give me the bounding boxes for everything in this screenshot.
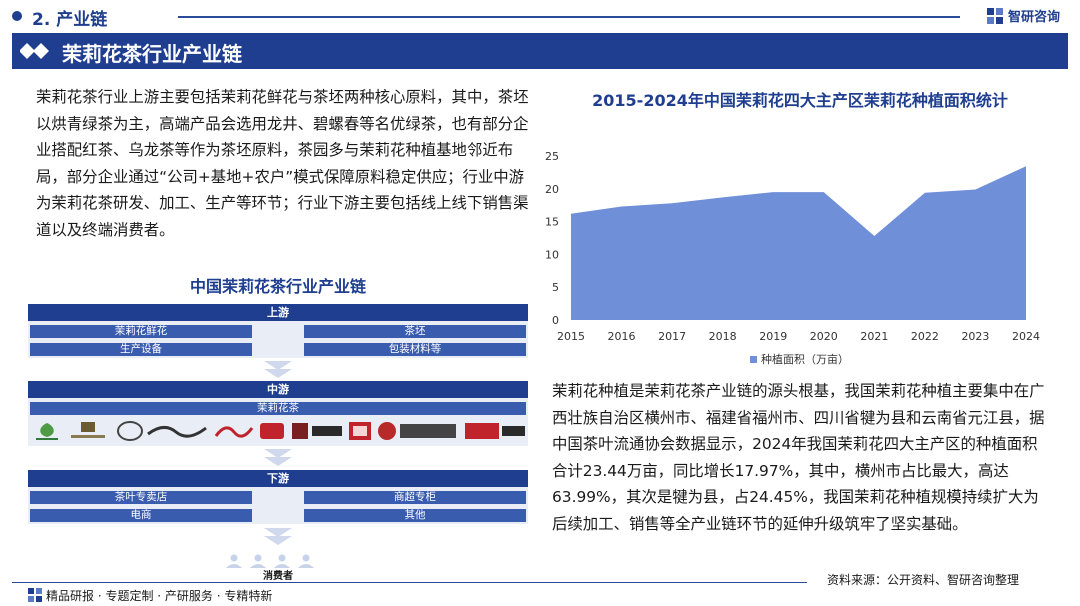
area-chart: 0 5 10 15 20 25 2015 2016 2017 2018 2019 2020 2021 20… xyxy=(545,150,1040,366)
upstream-item: 茶坯 xyxy=(304,325,526,338)
y-tick-label: 15 xyxy=(545,216,559,229)
footer-tagline: 精品研报 · 专题定制 · 产研服务 · 专精特新 xyxy=(46,589,273,603)
x-tick-label: 2015 xyxy=(557,330,585,343)
red-seal-logo-icon xyxy=(349,422,371,440)
brand-logo-icon xyxy=(987,7,1003,24)
brand-name: 智研咨询 xyxy=(1008,10,1061,25)
qingxi-logo-icon xyxy=(465,423,525,439)
source-note: 资料来源：公开资料、智研咨询整理 xyxy=(827,573,1020,587)
x-tick-label: 2023 xyxy=(961,330,989,343)
zhangyiyuan-logo-icon xyxy=(117,421,207,441)
section-label: 2. 产业链 xyxy=(32,10,108,30)
midstream-header: 中游 xyxy=(28,381,528,398)
detail-paragraph: 茉莉花种植是茉莉花茶产业链的源头根基，我国茉莉花种植主要集中在广西壮族自治区横州… xyxy=(552,382,1045,533)
top-header: 2. 产业链 智研咨询 xyxy=(0,0,1080,32)
company-logo xyxy=(114,420,210,442)
footer-divider xyxy=(12,582,807,583)
x-tick-label: 2018 xyxy=(709,330,737,343)
downstream-item: 电商 xyxy=(30,509,252,522)
downstream-item: 商超专柜 xyxy=(304,491,526,504)
flow-arrow-icon xyxy=(264,361,292,370)
dayou-logo-icon xyxy=(71,422,105,438)
brand: 智研咨询 xyxy=(986,6,1060,25)
y-tick-label: 5 xyxy=(552,281,559,294)
intro-paragraph: 茉莉花茶行业上游主要包括茉莉花鲜花与茶坯两种核心原料，其中，茶坯以烘青绿茶为主，… xyxy=(36,88,529,239)
flow-arrow-icon xyxy=(264,536,292,545)
wuyutai-logo-icon xyxy=(292,423,342,439)
x-tick-label: 2019 xyxy=(759,330,787,343)
y-tick-label: 20 xyxy=(545,183,559,196)
header-divider xyxy=(178,16,960,18)
upstream-item: 包装材料等 xyxy=(304,343,526,356)
x-tick-label: 2021 xyxy=(860,330,888,343)
downstream-header: 下游 xyxy=(28,470,528,487)
flow-arrow-icon xyxy=(264,457,292,466)
area-series xyxy=(571,166,1026,320)
x-tick-label: 2020 xyxy=(810,330,838,343)
company-logo xyxy=(212,420,256,442)
diagram-title: 中国茉莉花茶行业产业链 xyxy=(189,277,366,296)
upstream-header: 上游 xyxy=(28,304,528,321)
consumer-label: 消费者 xyxy=(263,571,293,582)
y-tick-label: 0 xyxy=(552,314,559,327)
section-bullet-icon xyxy=(12,11,22,21)
company-logo xyxy=(376,420,460,442)
midstream-item: 茉莉花茶 xyxy=(30,402,526,415)
downstream-item: 其他 xyxy=(304,509,526,522)
chunlun-logo-icon xyxy=(378,422,456,440)
company-logo xyxy=(258,420,286,442)
y-tick-label: 25 xyxy=(545,150,559,163)
legend-swatch xyxy=(750,356,757,363)
upstream-box: 茉莉花鲜花 茶坯 生产设备 包装材料等 xyxy=(28,321,528,358)
page-title: 茉莉花茶行业产业链 xyxy=(62,42,242,66)
company-logos xyxy=(28,418,528,444)
consumers-icon xyxy=(226,554,314,568)
x-tick-label: 2022 xyxy=(911,330,939,343)
upstream-item: 茉莉花鲜花 xyxy=(30,325,252,338)
legend-label: 种植面积（万亩） xyxy=(761,352,849,366)
chart-title: 2015-2024年中国茉莉花四大主产区茉莉花种植面积统计 xyxy=(592,91,1008,110)
diamond-icon xyxy=(20,43,49,59)
company-logo xyxy=(464,420,526,442)
company-logo xyxy=(66,420,110,442)
downstream-item: 茶叶专卖店 xyxy=(30,491,252,504)
tea-leaf-logo-icon xyxy=(36,423,58,440)
downstream-box: 茶叶专卖店 商超专柜 电商 其他 xyxy=(28,487,528,524)
benfy-logo-icon xyxy=(214,426,254,438)
y-tick-label: 10 xyxy=(545,248,559,261)
x-tick-label: 2024 xyxy=(1012,330,1040,343)
title-banner: 茉莉花茶行业产业链 xyxy=(12,33,1068,69)
bangli-logo-icon xyxy=(260,423,284,439)
company-logo xyxy=(30,420,64,442)
flow-arrow-icon xyxy=(264,528,292,537)
flow-arrow-icon xyxy=(264,449,292,458)
x-tick-label: 2017 xyxy=(658,330,686,343)
x-tick-label: 2016 xyxy=(608,330,636,343)
brand-small-icon xyxy=(28,588,42,602)
upstream-item: 生产设备 xyxy=(30,343,252,356)
company-logo xyxy=(290,420,344,442)
flow-arrow-icon xyxy=(264,369,292,378)
company-logo xyxy=(346,420,374,442)
